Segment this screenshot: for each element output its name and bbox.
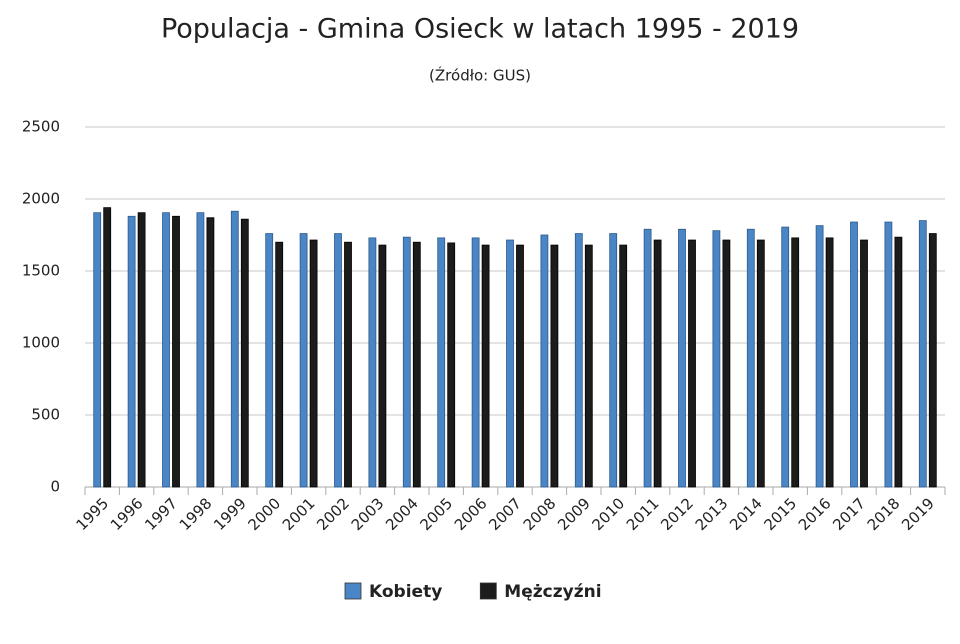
x-tick-label: 1995: [72, 494, 112, 534]
bar: [850, 221, 858, 488]
x-tick-label: 2005: [416, 494, 456, 534]
bar: [299, 233, 308, 488]
legend-swatch: [344, 582, 362, 600]
x-tick-label: 1996: [107, 494, 147, 534]
bar: [196, 212, 205, 488]
bar: [584, 244, 593, 488]
bar: [240, 218, 249, 488]
bar: [643, 228, 652, 488]
bar: [928, 233, 937, 488]
x-tick-label: 2003: [348, 494, 388, 534]
bar: [162, 212, 170, 488]
bar: [447, 242, 456, 488]
y-tick-label: 500: [31, 406, 60, 424]
x-tick-label: 2008: [520, 494, 560, 534]
bar: [137, 212, 146, 488]
bar: [815, 225, 824, 488]
x-tick-label: 2014: [726, 494, 766, 534]
legend-label: Mężczyźni: [504, 582, 601, 602]
bar: [93, 212, 102, 488]
x-tick-label: 1997: [141, 494, 181, 534]
x-tick-label: 2018: [864, 494, 904, 534]
bar: [481, 244, 490, 488]
y-tick-label: 1000: [22, 334, 60, 352]
x-tick-label: 2007: [485, 494, 525, 534]
bar: [206, 217, 215, 488]
bar: [712, 230, 721, 488]
y-tick-label: 2000: [22, 190, 60, 208]
bar: [437, 237, 446, 488]
bar: [550, 244, 559, 488]
bar: [172, 215, 180, 488]
bar: [412, 241, 421, 488]
x-tick-label: 2010: [588, 494, 628, 534]
bar: [309, 239, 318, 488]
x-tick-label: 1999: [210, 494, 250, 534]
chart-title: Populacja - Gmina Osieck w latach 1995 -…: [161, 14, 799, 45]
bar: [471, 237, 480, 488]
bar: [574, 233, 583, 488]
y-tick-label: 1500: [22, 262, 60, 280]
bar: [688, 239, 696, 488]
bar: [265, 233, 274, 488]
bar: [781, 226, 790, 488]
bar: [722, 239, 731, 488]
bar: [127, 215, 136, 488]
bar: [653, 239, 662, 488]
legend-label: Kobiety: [369, 582, 442, 602]
bar: [230, 210, 239, 488]
bar: [918, 220, 927, 488]
bar: [791, 237, 800, 488]
x-tick-label: 2015: [760, 494, 800, 534]
x-tick-label: 2002: [313, 494, 353, 534]
bar: [334, 233, 342, 488]
x-tick-label: 2000: [244, 494, 284, 534]
y-tick-label: 0: [50, 478, 60, 496]
bar: [344, 241, 352, 488]
x-tick-label: 2001: [279, 494, 319, 534]
bar: [860, 239, 868, 488]
bar: [619, 244, 628, 488]
bar: [894, 236, 903, 488]
chart-subtitle: (Źródło: GUS): [429, 66, 531, 85]
bar: [378, 244, 387, 488]
y-tick-label: 2500: [22, 118, 60, 136]
bar: [368, 237, 377, 488]
bar: [746, 228, 755, 488]
bar: [825, 237, 834, 488]
x-tick-label: 2006: [451, 494, 491, 534]
bar: [678, 228, 686, 488]
bar: [516, 244, 524, 488]
bar: [103, 207, 112, 488]
x-tick-label: 1998: [176, 494, 216, 534]
bar: [609, 233, 618, 488]
x-tick-label: 2016: [795, 494, 835, 534]
x-tick-label: 2012: [657, 494, 697, 534]
bar: [756, 239, 765, 488]
x-tick-label: 2013: [692, 494, 732, 534]
bar: [506, 239, 514, 488]
bar: [402, 236, 411, 488]
bar: [540, 234, 549, 488]
x-tick-label: 2004: [382, 494, 422, 534]
x-tick-label: 2019: [898, 494, 938, 534]
x-tick-label: 2009: [554, 494, 594, 534]
x-tick-label: 2017: [829, 494, 869, 534]
bar: [275, 241, 284, 488]
bar: [884, 221, 893, 488]
x-tick-label: 2011: [623, 494, 663, 534]
legend-swatch: [479, 582, 497, 600]
